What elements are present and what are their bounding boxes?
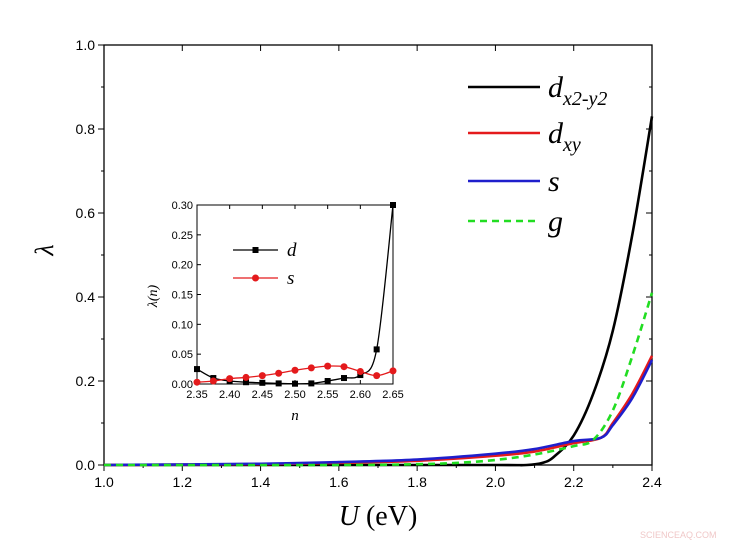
main-plot: 1.0 1.2 1.4 1.6 1.8 2.0 2.2 2.4 0.0 0.2 0.4 0.6 0.8 1… <box>30 37 662 532</box>
inset-marker-square <box>341 375 347 382</box>
inset-marker-square <box>373 346 380 353</box>
y-tick-label: 0.6 <box>76 205 96 221</box>
x-tick-label: 1.2 <box>173 474 193 490</box>
inset-y-tick-label: 0.10 <box>172 319 193 331</box>
legend-label: g <box>548 205 563 238</box>
inset-plot: 2.35 2.40 2.45 2.50 2.55 2.60 2.65 0.00 0.05 0.10… <box>146 200 404 424</box>
legend-label: dx2-y2 <box>548 71 607 110</box>
x-tick-label: 1.0 <box>94 474 114 490</box>
x-tick-label: 1.6 <box>329 474 349 490</box>
inset-marker-square <box>324 378 331 385</box>
x-tick-label: 2.2 <box>564 474 584 490</box>
y-tick-label: 1.0 <box>76 37 96 53</box>
inset-marker-circle <box>258 372 266 380</box>
inset-legend-marker <box>252 247 259 253</box>
inset-x-tick-label: 2.40 <box>219 389 240 401</box>
inset-marker-circle <box>373 372 381 380</box>
inset-y-tick-label: 0.00 <box>172 379 193 391</box>
inset-x-tick-label: 2.45 <box>252 389 273 401</box>
inset-marker-circle <box>356 367 364 375</box>
inset-marker-square <box>292 380 298 387</box>
inset-legend-label: d <box>287 240 297 261</box>
y-tick-label: 0.0 <box>76 457 96 473</box>
y-tick-label: 0.4 <box>76 289 96 305</box>
inset-marker-square <box>308 380 315 387</box>
inset-marker-circle <box>389 367 397 375</box>
inset-marker-square <box>259 379 266 386</box>
inset-marker-square <box>243 379 249 386</box>
inset-marker-square <box>275 380 282 387</box>
inset-marker-circle <box>193 378 201 386</box>
inset-legend-label: s <box>287 268 294 289</box>
inset-marker-circle <box>291 366 299 374</box>
y-tick-label: 0.8 <box>76 121 96 137</box>
inset-legend-marker <box>252 274 259 282</box>
inset-marker-circle <box>324 362 332 370</box>
inset-x-tick-label: 2.55 <box>317 389 338 401</box>
x-axis-unit: (eV) <box>359 501 417 532</box>
inset-marker-circle <box>242 373 250 381</box>
inset-x-axis-label: n <box>291 408 299 424</box>
watermark: SCIENCEAQ.COM <box>640 530 717 540</box>
inset-marker-square <box>390 202 396 208</box>
inset-y-tick-label: 0.30 <box>172 200 193 212</box>
x-axis-label: U (eV) <box>339 501 418 532</box>
x-tick-label: 1.8 <box>407 474 427 490</box>
inset-frame <box>196 204 394 385</box>
inset-marker-square <box>357 372 364 379</box>
inset-marker-circle <box>226 375 234 383</box>
y-axis-label: λ <box>30 244 59 256</box>
inset-x-tick-label: 2.35 <box>186 389 207 401</box>
x-tick-label: 2.0 <box>486 474 506 490</box>
inset-marker-circle <box>275 369 283 377</box>
inset-marker-circle <box>340 363 348 371</box>
inset-x-tick-label: 2.65 <box>382 389 403 401</box>
inset-y-tick-label: 0.25 <box>172 230 193 242</box>
series-line-s <box>103 359 654 467</box>
inset-marker-square <box>194 366 200 373</box>
inset-y-tick-label: 0.15 <box>172 290 193 302</box>
x-tick-label: 2.4 <box>642 474 662 490</box>
legend-label: dxy <box>548 117 581 156</box>
inset-marker-circle <box>209 377 217 385</box>
inset-x-tick-label: 2.60 <box>350 389 371 401</box>
x-tick-label: 1.4 <box>251 474 271 490</box>
inset-y-axis-label: λ(n) <box>146 284 161 308</box>
y-tick-label: 0.2 <box>76 373 96 389</box>
inset-x-tick-label: 2.50 <box>284 389 305 401</box>
legend-label: s <box>548 165 560 198</box>
inset-marker-circle <box>307 364 315 372</box>
inset-y-tick-label: 0.20 <box>172 260 193 272</box>
series-line-dx2-y2 <box>104 116 654 467</box>
x-axis-var: U <box>339 501 361 532</box>
inset-y-tick-label: 0.05 <box>172 349 193 361</box>
series-line-g <box>103 292 654 467</box>
